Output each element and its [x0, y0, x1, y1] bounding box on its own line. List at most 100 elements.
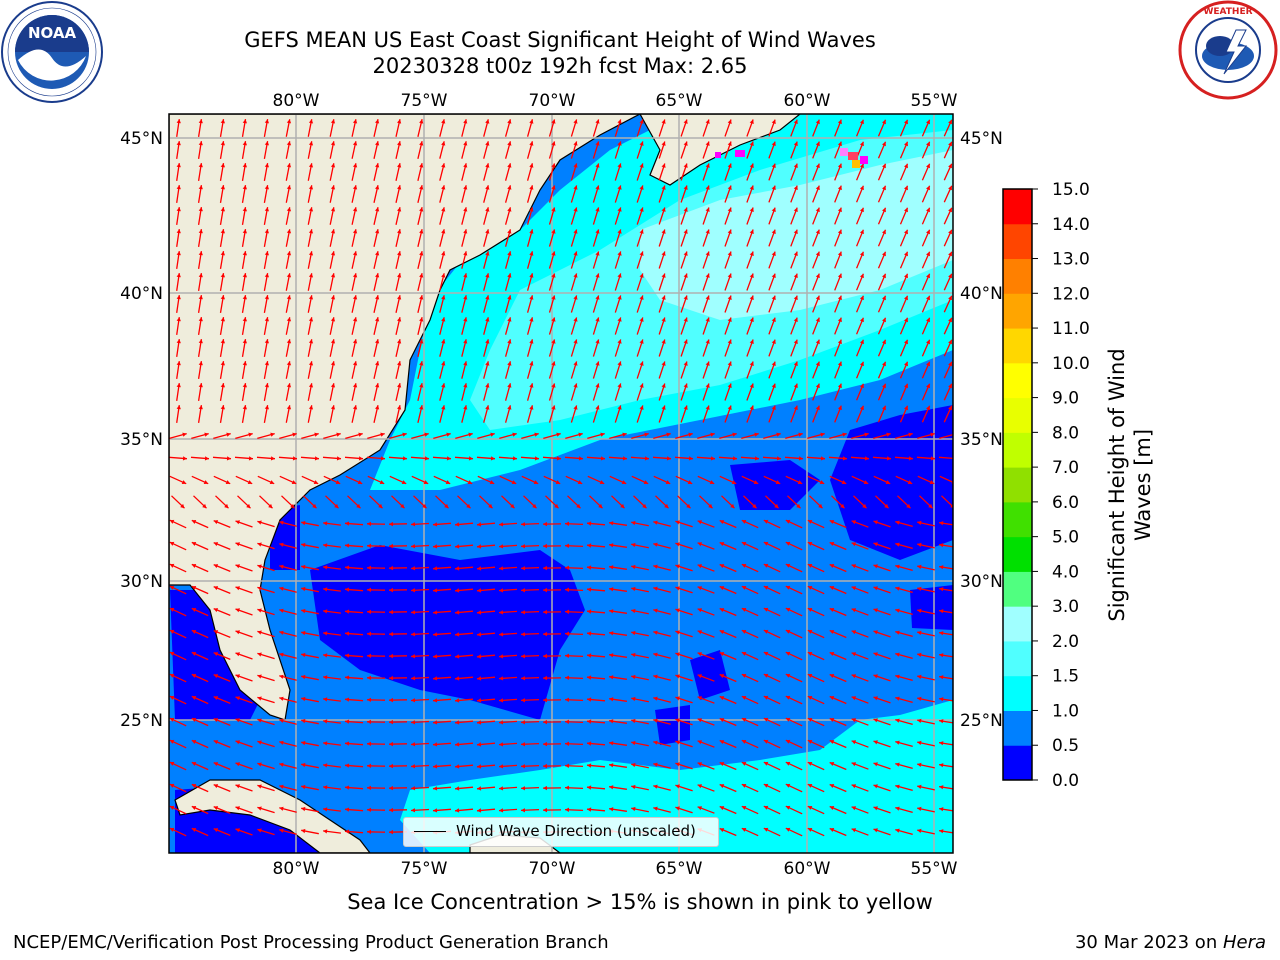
wave-direction-arrowhead	[220, 207, 225, 212]
wave-direction-arrowhead	[815, 405, 820, 411]
wave-direction-arrowhead	[873, 674, 878, 679]
wave-direction-arrowhead	[257, 740, 262, 745]
wave-direction-arrowhead	[264, 317, 269, 322]
wave-direction-arrowhead	[639, 361, 644, 366]
wave-direction-arrowhead	[749, 405, 754, 410]
sea-ice-patches	[715, 148, 868, 168]
wave-direction-arrowhead	[389, 609, 393, 615]
wave-direction-arrowhead	[455, 654, 460, 659]
wave-direction-arrowhead	[246, 503, 251, 509]
wave-direction-arrowhead	[683, 405, 688, 410]
wave-direction-arrowhead	[389, 697, 393, 703]
wave-direction-arrowhead	[455, 676, 460, 681]
wave-direction-arrowhead	[705, 317, 710, 322]
legend-line-swatch	[414, 831, 446, 832]
wave-direction-arrowhead	[917, 806, 922, 811]
wave-direction-arrowhead	[485, 119, 490, 124]
nws-logo: WEATHER	[1178, 0, 1278, 100]
wave-direction-arrowhead	[279, 696, 284, 701]
wave-band-2.0-3.0	[640, 150, 953, 320]
wave-direction-arrowhead	[926, 317, 930, 323]
wave-direction-arrowhead	[308, 163, 314, 168]
lat-tick-left: 25°N	[120, 711, 163, 731]
wave-direction-arrowhead	[330, 141, 336, 146]
wave-direction-arrowhead	[477, 720, 482, 725]
wave-direction-arrowhead	[397, 317, 402, 322]
wave-direction-arrowhead	[257, 520, 262, 525]
wave-direction-arrowhead	[705, 141, 710, 146]
map-title: GEFS MEAN US East Coast Significant Heig…	[244, 28, 876, 52]
wave-direction-arrowhead	[264, 383, 269, 388]
wave-direction-arrowhead	[631, 520, 636, 526]
wave-direction-arrowhead	[286, 405, 292, 410]
wave-direction-arrowhead	[939, 719, 944, 724]
wave-direction-arrowhead	[882, 163, 886, 169]
wave-direction-arrowhead	[776, 432, 781, 437]
wave-direction-arrowhead	[169, 541, 175, 546]
wave-direction-arrowhead	[917, 784, 922, 789]
wave-direction-arrowhead	[675, 806, 680, 811]
wave-direction-arrowhead	[573, 273, 578, 278]
wave-direction-arrowhead	[882, 339, 886, 345]
wave-direction-arrowhead	[851, 586, 857, 591]
wave-direction-arrowhead	[224, 503, 229, 509]
wave-direction-arrowhead	[873, 630, 878, 635]
wave-direction-arrowhead	[653, 652, 658, 657]
wave-direction-arrowhead	[485, 229, 490, 234]
wave-direction-arrowhead	[507, 229, 512, 234]
wave-direction-arrowhead	[815, 339, 820, 345]
wave-direction-arrowhead	[661, 405, 666, 410]
wave-direction-arrowhead	[411, 654, 416, 659]
wave-direction-arrowhead	[419, 141, 424, 146]
wave-direction-arrowhead	[771, 339, 776, 344]
wave-direction-arrowhead	[727, 229, 732, 234]
wave-direction-arrowhead	[499, 764, 504, 769]
lon-tick-top: 65°W	[656, 91, 703, 111]
wave-direction-arrowhead	[600, 432, 605, 437]
colorbar-segment	[1003, 397, 1032, 433]
wave-direction-arrowhead	[477, 610, 482, 615]
wave-direction-arrowhead	[862, 503, 867, 509]
wave-direction-arrowhead	[389, 785, 393, 791]
wave-direction-arrowhead	[639, 405, 644, 410]
wave-direction-arrowhead	[507, 361, 512, 366]
wave-direction-arrowhead	[543, 631, 547, 637]
wave-direction-arrowhead	[631, 564, 636, 570]
wave-direction-arrowhead	[301, 718, 306, 724]
colorbar-label: Significant Height of Wind Waves [m]	[1105, 348, 1155, 621]
wave-direction-arrowhead	[499, 610, 504, 615]
wave-direction-arrowhead	[653, 784, 658, 789]
wave-direction-arrowhead	[419, 251, 424, 256]
wave-direction-arrowhead	[463, 405, 468, 410]
wave-direction-arrowhead	[191, 564, 197, 568]
wave-direction-arrowhead	[741, 608, 747, 612]
wave-direction-arrowhead	[565, 543, 569, 548]
wave-direction-arrowhead	[631, 652, 636, 658]
wave-direction-arrowhead	[367, 631, 371, 636]
wave-direction-arrowhead	[863, 480, 869, 484]
wave-direction-arrowhead	[763, 651, 769, 656]
wave-direction-arrowhead	[286, 207, 292, 212]
wave-direction-arrowhead	[191, 696, 197, 700]
wave-direction-arrowhead	[477, 808, 482, 813]
wave-direction-arrowhead	[397, 141, 402, 146]
wave-direction-arrowhead	[948, 119, 952, 125]
wave-direction-arrowhead	[279, 630, 284, 635]
wave-direction-arrowhead	[727, 251, 732, 256]
wave-direction-arrowhead	[290, 503, 295, 509]
wave-direction-arrowhead	[301, 630, 306, 636]
wave-direction-arrowhead	[793, 207, 798, 212]
wave-direction-arrowhead	[220, 383, 225, 388]
wave-direction-arrowhead	[705, 185, 710, 190]
wave-direction-arrowhead	[859, 361, 864, 367]
wave-direction-arrowhead	[286, 163, 292, 168]
wave-direction-arrowhead	[793, 339, 798, 344]
wave-direction-arrowhead	[895, 718, 900, 723]
wave-direction-arrowhead	[264, 141, 269, 146]
colorbar-segment	[1003, 223, 1032, 260]
wave-direction-arrowhead	[367, 763, 371, 768]
wave-direction-arrowhead	[441, 339, 446, 344]
wave-direction-arrowhead	[507, 383, 512, 388]
wave-direction-arrowhead	[565, 785, 569, 790]
wave-direction-arrowhead	[301, 542, 306, 548]
